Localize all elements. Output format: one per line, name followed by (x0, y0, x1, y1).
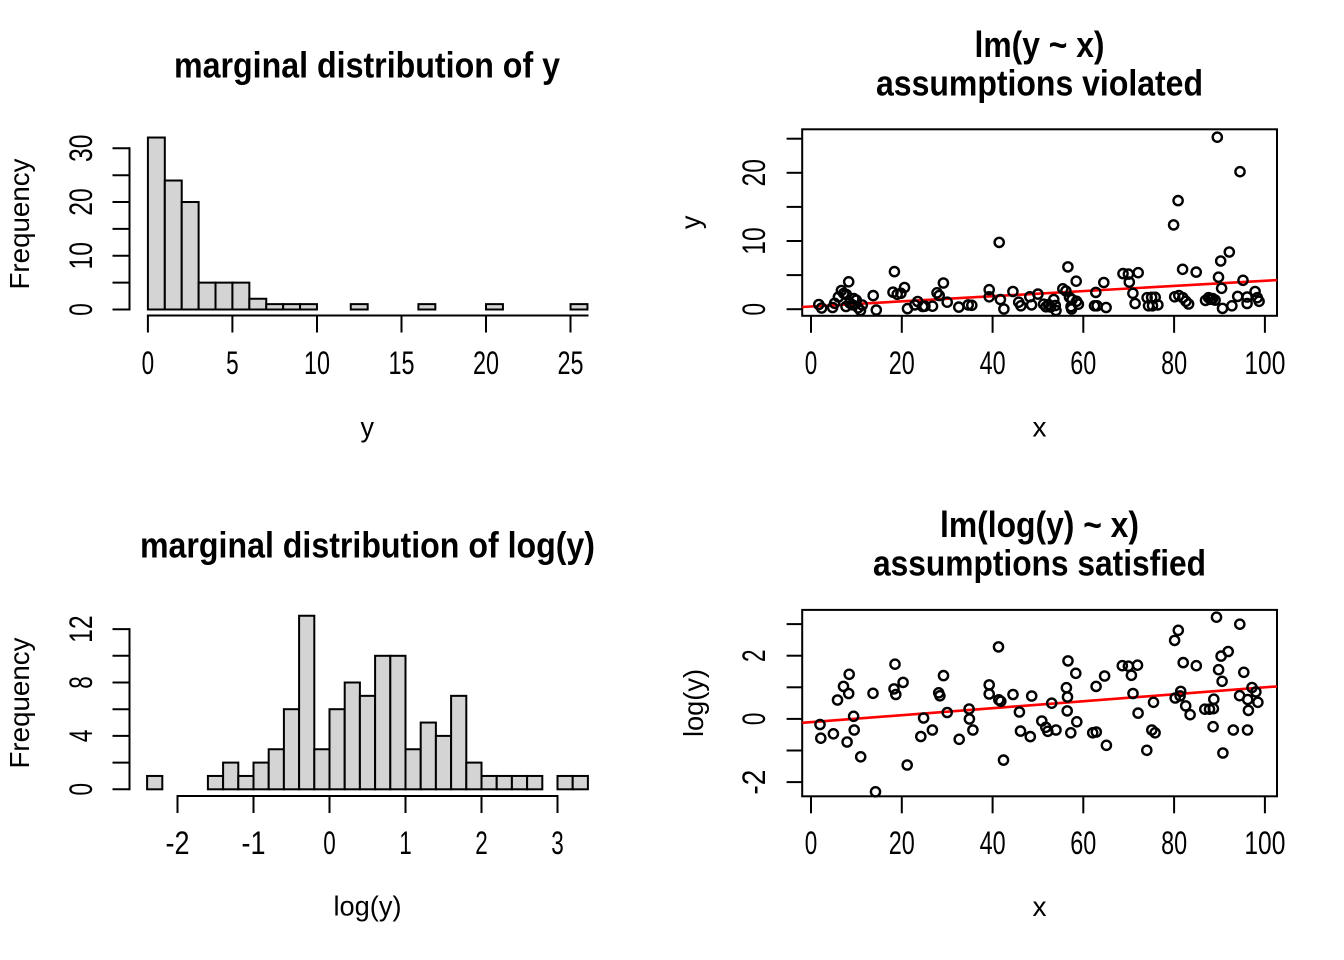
svg-text:y: y (675, 216, 706, 230)
svg-text:10: 10 (63, 242, 99, 269)
svg-text:20: 20 (63, 188, 99, 216)
svg-text:2: 2 (475, 825, 488, 861)
svg-text:20: 20 (889, 825, 915, 861)
svg-text:0: 0 (63, 783, 99, 796)
svg-text:x: x (1033, 891, 1047, 922)
svg-text:lm(y ~ x): lm(y ~ x) (975, 24, 1105, 65)
svg-text:0: 0 (63, 303, 99, 316)
svg-text:40: 40 (980, 345, 1006, 381)
svg-text:log(y): log(y) (334, 891, 402, 922)
svg-text:60: 60 (1070, 345, 1096, 381)
svg-text:0: 0 (736, 713, 772, 726)
svg-text:8: 8 (63, 676, 99, 689)
svg-text:80: 80 (1161, 825, 1187, 861)
svg-text:25: 25 (558, 345, 584, 381)
svg-text:15: 15 (389, 345, 415, 381)
svg-text:1: 1 (399, 825, 412, 861)
svg-text:-2: -2 (736, 770, 772, 795)
svg-text:0: 0 (736, 303, 772, 316)
svg-text:10: 10 (736, 227, 772, 255)
svg-text:20: 20 (889, 345, 915, 381)
svg-text:assumptions violated: assumptions violated (876, 63, 1203, 104)
svg-text:100: 100 (1244, 825, 1285, 861)
svg-text:80: 80 (1161, 345, 1187, 381)
svg-text:10: 10 (304, 345, 330, 381)
svg-text:0: 0 (805, 825, 818, 861)
svg-text:x: x (1033, 412, 1047, 443)
svg-text:20: 20 (473, 345, 499, 381)
svg-text:assumptions satisfied: assumptions satisfied (873, 543, 1206, 584)
svg-text:30: 30 (63, 135, 99, 163)
svg-text:y: y (360, 412, 374, 443)
svg-text:0: 0 (805, 345, 818, 381)
svg-text:-2: -2 (166, 825, 190, 861)
svg-text:log(y): log(y) (678, 669, 709, 737)
svg-text:lm(log(y) ~ x): lm(log(y) ~ x) (940, 504, 1139, 545)
svg-text:marginal distribution of log(y: marginal distribution of log(y) (140, 525, 595, 566)
svg-text:3: 3 (551, 825, 564, 861)
svg-text:Frequency: Frequency (4, 159, 35, 290)
svg-text:100: 100 (1244, 345, 1285, 381)
svg-text:5: 5 (226, 345, 239, 381)
svg-text:Frequency: Frequency (4, 638, 35, 769)
svg-text:40: 40 (980, 825, 1006, 861)
svg-text:0: 0 (142, 345, 155, 381)
svg-text:20: 20 (736, 159, 772, 187)
svg-text:12: 12 (63, 615, 99, 643)
svg-text:0: 0 (323, 825, 336, 861)
svg-text:marginal distribution of y: marginal distribution of y (174, 45, 560, 86)
svg-text:4: 4 (63, 730, 99, 743)
svg-text:2: 2 (736, 649, 772, 662)
svg-text:-1: -1 (242, 825, 266, 861)
svg-text:60: 60 (1070, 825, 1096, 861)
